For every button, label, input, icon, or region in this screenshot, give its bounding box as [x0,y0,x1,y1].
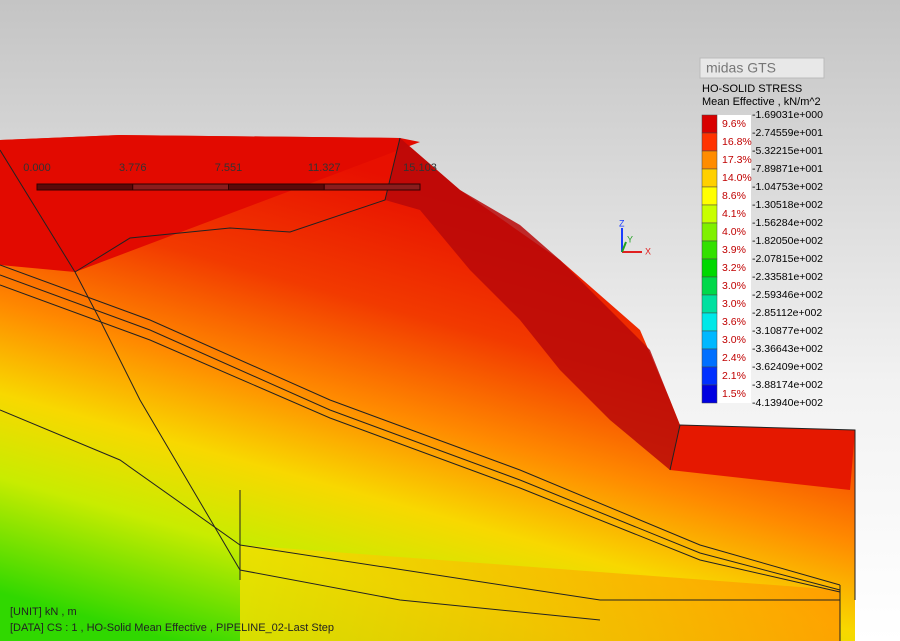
legend-percent: 3.0% [722,334,746,346]
legend-percent: 2.4% [722,352,746,364]
legend-value: -3.88174e+002 [752,379,823,391]
legend-color [701,150,718,170]
legend-color [701,384,718,404]
scale-label: 3.776 [119,162,147,174]
legend-color [701,168,718,188]
bottom-layer [240,545,840,641]
logo: midas GTS [706,60,776,76]
scale-segment [323,183,421,191]
legend-value: -3.36643e+002 [752,343,823,355]
legend-percent: 3.2% [722,262,746,274]
legend-color [701,330,718,350]
legend-value: -2.33581e+002 [752,271,823,283]
legend-color [701,258,718,278]
legend-color [701,366,718,386]
scale-segment [228,183,325,191]
scale-label: 15.103 [403,162,437,174]
legend-percent: 4.1% [722,208,746,220]
legend-color [701,294,718,314]
model-body [0,135,855,641]
legend-percent: 4.0% [722,226,746,238]
logo-box [699,57,825,79]
legend-percent: 3.0% [722,298,746,310]
legend-value: -2.85112e+002 [752,307,822,319]
scale-label: 11.327 [308,162,341,174]
legend-value: -2.07815e+002 [752,253,823,265]
legend-color [701,240,718,260]
mesh-lines [0,137,856,641]
legend-value: -2.74559e+001 [752,127,823,139]
legend-percent: 3.6% [722,316,746,328]
legend-percent: 2.1% [722,370,746,382]
scale-segment [132,183,229,191]
axis-x-label: X [645,246,651,256]
legend-color [701,114,718,134]
legend-subtitle: Mean Effective , kN/m^2 [702,96,821,108]
scale-label: 7.551 [215,162,243,174]
slope-face [385,138,680,470]
axis-y-label: Y [627,234,633,244]
legend-value: -5.32215e+001 [752,145,823,157]
legend-percent: 17.3% [722,154,752,166]
toe-block [670,425,855,490]
info-unit: [UNIT] kN , m [10,606,77,618]
legend-percent: 14.0% [722,172,752,184]
legend-value: -2.59346e+002 [752,289,823,301]
legend-percent: 16.8% [722,136,752,148]
axis-z-label: Z [619,218,625,228]
legend-value: -1.56284e+002 [752,217,823,229]
legend-value: -1.04753e+002 [752,181,823,193]
legend-color [701,312,718,332]
legend-color [701,276,718,296]
legend-value: -1.82050e+002 [752,235,823,247]
legend-color [701,348,718,368]
legend-value: -1.69031e+000 [752,109,823,121]
legend-percent: 9.6% [722,118,746,130]
scale-segment [36,183,134,191]
info-data: [DATA] CS : 1 , HO-Solid Mean Effective … [10,622,334,634]
legend-percent: 3.0% [722,280,746,292]
legend-value: -7.89871e+001 [752,163,823,175]
legend-title: HO-SOLID STRESS [702,83,802,95]
legend-value: -4.13940e+002 [752,397,823,409]
legend-panel [717,115,751,403]
legend-value: -3.62409e+002 [752,361,823,373]
legend-color [701,204,718,224]
legend-value: -3.10877e+002 [752,325,823,337]
legend-percent: 8.6% [722,190,746,202]
legend-percent: 3.9% [722,244,746,256]
model-top [0,135,420,272]
legend-color [701,186,718,206]
legend-percent: 1.5% [722,388,746,400]
scale-label: 0.000 [23,162,51,174]
axis-y [621,241,627,253]
legend-color [701,222,718,242]
legend-value: -1.30518e+002 [752,199,823,211]
legend-color [701,132,718,152]
